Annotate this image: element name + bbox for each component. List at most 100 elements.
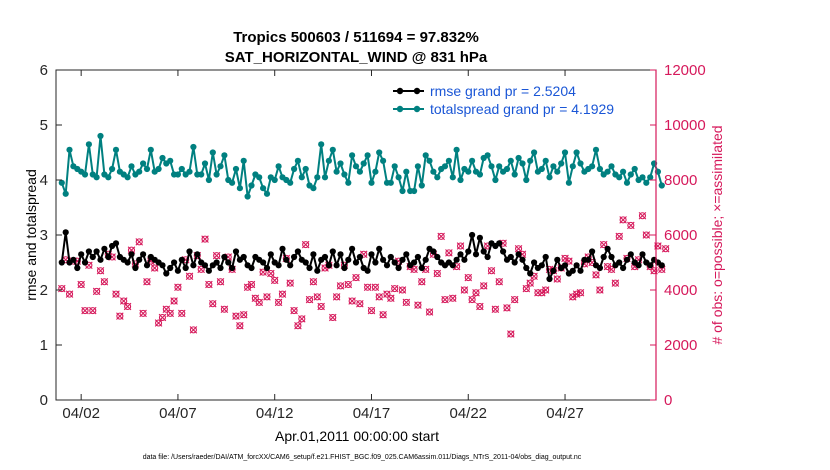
left-tick-label: 2 <box>40 282 48 299</box>
obs-assimilated-cross <box>441 295 449 304</box>
spread-point <box>550 163 557 170</box>
obs-assimilated-cross <box>205 280 213 289</box>
obs-possible-circle <box>275 298 283 306</box>
obs-possible-circle <box>364 283 372 291</box>
obs-marker <box>375 293 384 301</box>
x-axis-label: Apr.01,2011 00:00:00 start <box>275 428 439 444</box>
rmse-point <box>604 245 611 252</box>
obs-assimilated-cross <box>77 280 85 289</box>
spread-point <box>631 165 638 173</box>
obs-marker <box>58 284 66 293</box>
obs-assimilated-cross <box>398 286 407 294</box>
spread-point <box>178 165 185 173</box>
obs-possible-circle <box>565 257 573 265</box>
obs-marker <box>352 273 360 282</box>
obs-assimilated-cross <box>328 313 337 322</box>
rmse-point <box>496 240 503 247</box>
spread-point <box>430 168 437 175</box>
rmse-point <box>376 245 383 252</box>
obs-marker <box>305 295 314 304</box>
obs-assimilated-cross <box>526 279 534 287</box>
rmse-point <box>391 259 398 266</box>
obs-marker <box>119 297 128 305</box>
rmse-point <box>225 259 232 266</box>
obs-marker <box>592 271 600 279</box>
obs-assimilated-cross <box>81 306 89 315</box>
obs-marker <box>460 286 469 294</box>
obs-possible-circle <box>232 312 240 320</box>
obs-possible-circle <box>503 304 511 312</box>
obs-marker <box>286 279 294 287</box>
obs-assimilated-cross <box>170 297 178 305</box>
rmse-point <box>232 248 240 255</box>
spread-point <box>298 174 305 181</box>
spread-point <box>136 168 143 175</box>
obs-marker <box>437 232 445 241</box>
obs-assimilated-cross <box>367 306 376 315</box>
rmse-point <box>81 259 89 266</box>
obs-assimilated-cross <box>468 295 476 304</box>
obs-assimilated-cross <box>150 264 159 272</box>
legend-spread-marker <box>396 105 404 113</box>
obs-marker <box>464 273 473 282</box>
rmse-point <box>291 253 298 261</box>
obs-assimilated-cross <box>301 240 310 249</box>
obs-possible-circle <box>124 302 132 311</box>
spread-point <box>360 160 367 167</box>
obs-possible-circle <box>495 278 503 286</box>
obs-assimilated-cross <box>619 216 627 224</box>
obs-marker <box>491 305 500 314</box>
obs-possible-circle <box>336 282 345 290</box>
spread-point <box>236 185 243 192</box>
left-axis-label: rmse and totalspread <box>23 169 39 301</box>
obs-possible-circle <box>158 313 167 322</box>
spread-point <box>399 187 406 195</box>
obs-assimilated-cross <box>208 299 217 308</box>
obs-possible-circle <box>607 265 616 273</box>
obs-assimilated-cross <box>92 287 101 296</box>
spread-point <box>109 165 116 173</box>
obs-assimilated-cross <box>166 309 174 318</box>
spread-point <box>310 185 317 192</box>
obs-possible-circle <box>576 289 585 297</box>
rmse-point <box>229 264 236 272</box>
rmse-point <box>561 262 569 269</box>
obs-marker <box>309 277 318 286</box>
obs-assimilated-cross <box>317 302 325 311</box>
spread-point <box>604 168 611 175</box>
obs-marker <box>267 269 275 278</box>
spread-point <box>321 174 329 181</box>
obs-possible-circle <box>600 241 608 249</box>
rmse-point <box>585 256 592 263</box>
rmse-point <box>267 251 274 258</box>
spread-point <box>647 174 654 181</box>
rmse-point <box>221 253 228 261</box>
rmse-point <box>550 267 557 274</box>
rmse-point <box>74 264 81 272</box>
obs-assimilated-cross <box>58 284 66 293</box>
spread-point <box>356 168 363 175</box>
spread-point <box>271 176 278 184</box>
spread-point <box>244 193 251 200</box>
rmse-point <box>569 267 576 274</box>
obs-marker <box>363 283 372 292</box>
spread-point <box>608 163 615 170</box>
left-tick-label: 6 <box>40 62 48 79</box>
rmse-point <box>248 264 255 272</box>
rmse-point <box>542 253 549 261</box>
spread-point <box>167 157 174 164</box>
rmse-point <box>383 262 391 269</box>
rmse-point <box>201 262 209 269</box>
obs-marker <box>638 211 647 220</box>
obs-marker <box>576 288 585 297</box>
left-tick-label: 1 <box>40 337 48 354</box>
obs-marker <box>274 298 283 307</box>
spread-point <box>58 179 65 186</box>
obs-possible-circle <box>491 305 499 313</box>
legend-rmse-marker <box>413 87 421 95</box>
rmse-point <box>356 253 363 261</box>
obs-marker <box>197 265 205 274</box>
right-tick-label: 4000 <box>664 282 697 299</box>
obs-assimilated-cross <box>255 298 264 307</box>
rmse-point <box>279 245 286 252</box>
